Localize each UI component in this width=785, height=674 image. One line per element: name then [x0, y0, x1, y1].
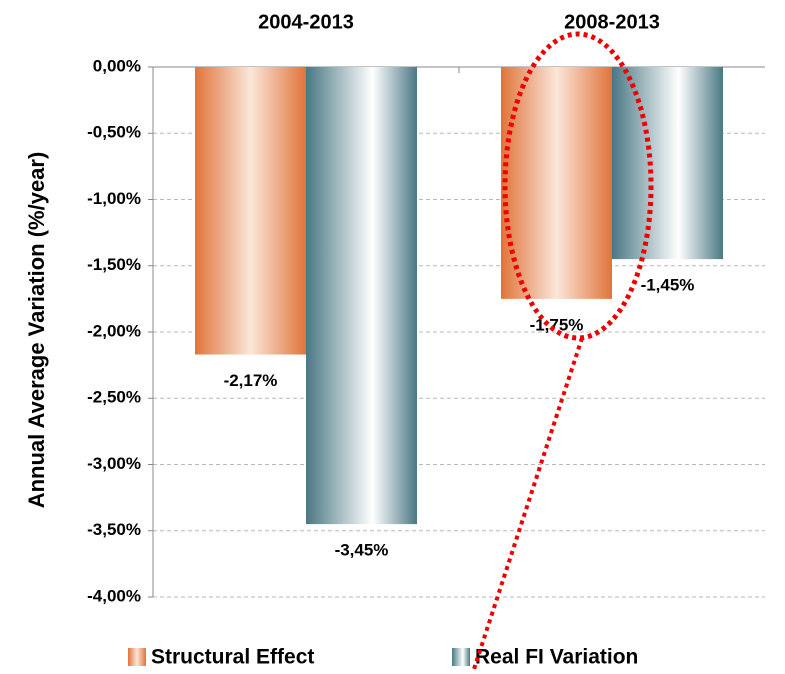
highlight-ellipse: [502, 31, 654, 341]
y-tick-label: -0,50%: [87, 123, 141, 142]
bar: [306, 67, 417, 525]
value-label: -2,17%: [224, 371, 278, 390]
y-tick-label: -4,00%: [87, 586, 141, 605]
legend-label: Real FI Variation: [475, 646, 638, 669]
legend-label: Structural Effect: [151, 646, 314, 669]
y-tick-label: -3,50%: [87, 520, 141, 539]
y-tick-label: -3,00%: [87, 454, 141, 473]
value-label: -1,75%: [530, 315, 584, 334]
legend-swatch: [128, 648, 146, 666]
y-tick-label: -1,50%: [87, 255, 141, 274]
y-tick-label: 0,00%: [93, 56, 141, 75]
y-tick-label: -2,50%: [87, 388, 141, 407]
value-label: -1,45%: [641, 276, 695, 295]
legend-swatch: [452, 648, 470, 666]
x-tick-label: 2008-2013: [564, 11, 660, 33]
value-label: -3,45%: [335, 541, 389, 560]
y-tick-label: -1,00%: [87, 189, 141, 208]
bar: [195, 67, 306, 355]
highlight-pointer: [472, 337, 584, 670]
x-tick-label: 2004-2013: [258, 11, 354, 33]
bar: [612, 67, 723, 260]
bar: [501, 67, 612, 299]
y-axis-title: Annual Average Variation (%/year): [24, 152, 49, 509]
y-tick-label: -2,00%: [87, 321, 141, 340]
